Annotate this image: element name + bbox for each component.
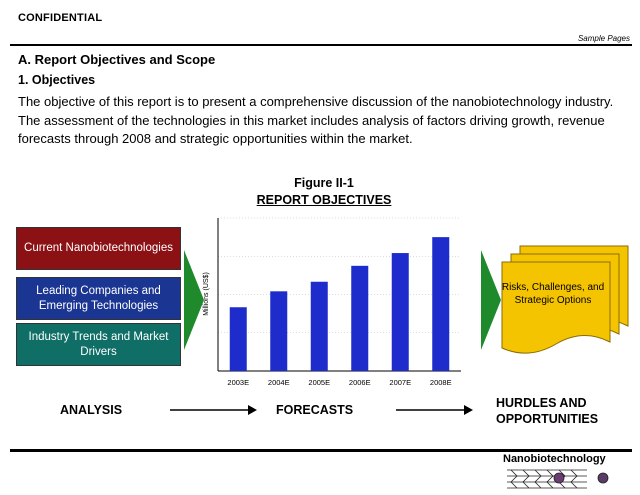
bar-2005E (310, 281, 328, 371)
bar-2008E (432, 237, 450, 371)
confidential-label: CONFIDENTIAL (18, 12, 103, 24)
flow-arrow-2 (396, 405, 473, 415)
tick-label-2008E: 2008E (430, 378, 452, 387)
footer-brand: Nanobiotechnology (503, 453, 606, 465)
flow-label-hurdles: HURDLES AND OPPORTUNITIES (496, 395, 598, 427)
flow-label-analysis: ANALYSIS (60, 403, 123, 417)
tick-label-2006E: 2006E (349, 378, 371, 387)
tick-label-2005E: 2005E (308, 378, 330, 387)
green-arrow-left (184, 250, 204, 350)
header-divider (10, 44, 632, 46)
nano-logo-icon (507, 469, 609, 489)
bar-2007E (391, 253, 409, 371)
analysis-box-leading-companies: Leading Companies and Emerging Technolog… (16, 277, 181, 320)
bar-2006E (351, 265, 369, 371)
tick-label-2004E: 2004E (268, 378, 290, 387)
figure-number: Figure II-1 (294, 176, 354, 190)
analysis-box-current-nanobiotech: Current Nanobiotechnologies (16, 227, 181, 270)
tick-label-2007E: 2007E (389, 378, 411, 387)
chart-gridlines (218, 217, 461, 333)
bar-2004E (270, 291, 288, 371)
documents-stack (501, 245, 629, 354)
analysis-box-industry-trends: Industry Trends and Market Drivers (16, 323, 181, 366)
hurdles-line-2: OPPORTUNITIES (496, 412, 599, 426)
forecast-bar-chart: Millions (US$) 2003E 2004E 2005E 2006E 2007E… (203, 217, 461, 387)
subsection-title: 1. Objectives (18, 73, 96, 87)
flow-label-forecasts: FORECASTS (276, 403, 354, 417)
y-axis-label: Millions (US$) (203, 272, 210, 316)
footer-divider (10, 449, 632, 452)
documents-text: Risks, Challenges, and Strategic Options (501, 282, 605, 306)
flow-arrow-1 (170, 405, 257, 415)
section-title: A. Report Objectives and Scope (18, 52, 216, 67)
figure-caption: Figure II-1 REPORT OBJECTIVES (248, 175, 400, 209)
bar-2003E (229, 307, 247, 371)
objective-paragraph: The objective of this report is to prese… (18, 94, 614, 146)
figure-title: REPORT OBJECTIVES (256, 193, 392, 207)
sample-pages-label: Sample Pages (577, 34, 630, 43)
green-arrow-right (481, 250, 501, 350)
hurdles-line-1: HURDLES AND (496, 396, 587, 410)
tick-label-2003E: 2003E (227, 378, 249, 387)
